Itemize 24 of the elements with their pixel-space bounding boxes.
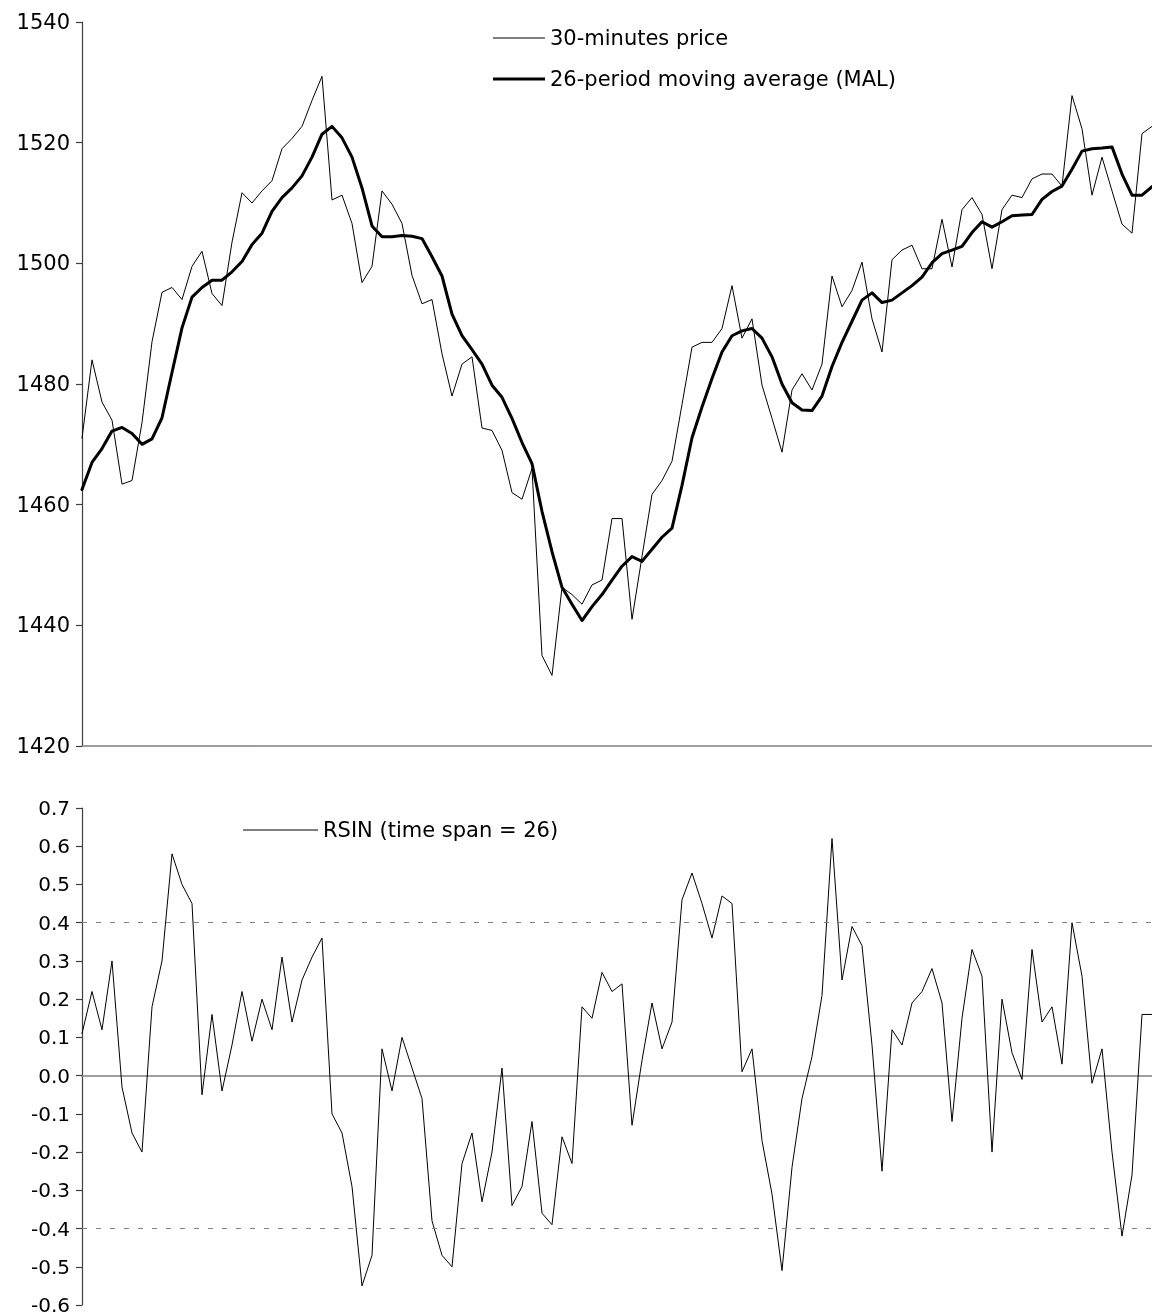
y-tick-label: 1520 bbox=[16, 130, 70, 155]
y-tick-label: -0.3 bbox=[30, 1178, 70, 1203]
y-tick-label: 0.2 bbox=[38, 987, 70, 1012]
y-tick-label: 1440 bbox=[16, 613, 70, 638]
legend-label: 26-period moving average (MAL) bbox=[550, 67, 896, 91]
y-tick-label: -0.5 bbox=[30, 1254, 70, 1279]
y-tick-label: 1420 bbox=[16, 734, 70, 758]
legend-label: 30-minutes price bbox=[550, 26, 729, 50]
y-tick-label: 1500 bbox=[16, 251, 70, 276]
y-tick-label: -0.6 bbox=[30, 1293, 70, 1316]
y-tick-label: -0.2 bbox=[30, 1140, 70, 1165]
y-tick-label: 0.3 bbox=[38, 948, 70, 973]
y-tick-label: 1540 bbox=[16, 10, 70, 34]
y-tick-label: -0.1 bbox=[30, 1101, 70, 1126]
y-tick-label: 1460 bbox=[16, 492, 70, 517]
legend-label: RSIN (time span = 26) bbox=[323, 818, 559, 842]
y-tick-label: 0.1 bbox=[38, 1025, 70, 1050]
y-tick-label: 0.5 bbox=[38, 872, 70, 897]
y-tick-label: 0.0 bbox=[38, 1063, 70, 1088]
y-tick-label: 0.4 bbox=[38, 910, 70, 935]
y-tick-label: 0.7 bbox=[38, 796, 70, 820]
y-tick-label: 0.6 bbox=[38, 834, 70, 859]
y-tick-label: -0.4 bbox=[30, 1216, 70, 1241]
y-tick-label: 1480 bbox=[16, 372, 70, 396]
